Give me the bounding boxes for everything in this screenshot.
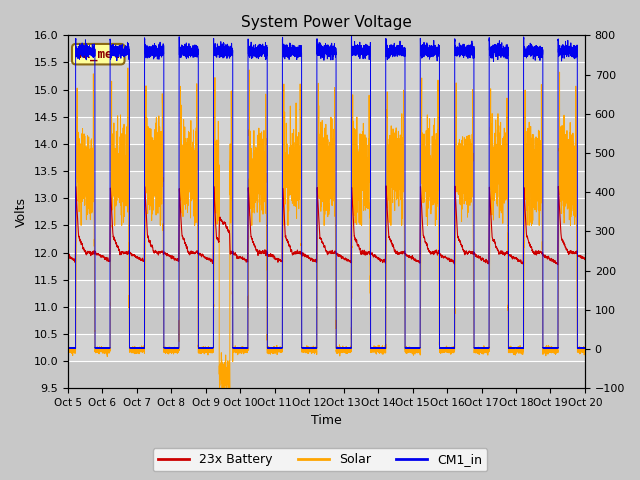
Bar (68, 252, 585, 280)
Bar (68, 198, 585, 226)
Bar (68, 171, 585, 198)
Bar (68, 361, 585, 388)
Legend: 23x Battery, Solar, CM1_in: 23x Battery, Solar, CM1_in (153, 448, 487, 471)
X-axis label: Time: Time (311, 414, 342, 427)
Bar (68, 62, 585, 90)
Bar (68, 117, 585, 144)
Bar (68, 90, 585, 117)
Bar (68, 226, 585, 252)
Bar (68, 36, 585, 62)
Text: VR_met: VR_met (76, 48, 121, 60)
Bar (68, 334, 585, 361)
Y-axis label: Volts: Volts (15, 197, 28, 227)
Bar (68, 144, 585, 171)
Title: System Power Voltage: System Power Voltage (241, 15, 412, 30)
Bar (68, 307, 585, 334)
Bar (68, 280, 585, 307)
